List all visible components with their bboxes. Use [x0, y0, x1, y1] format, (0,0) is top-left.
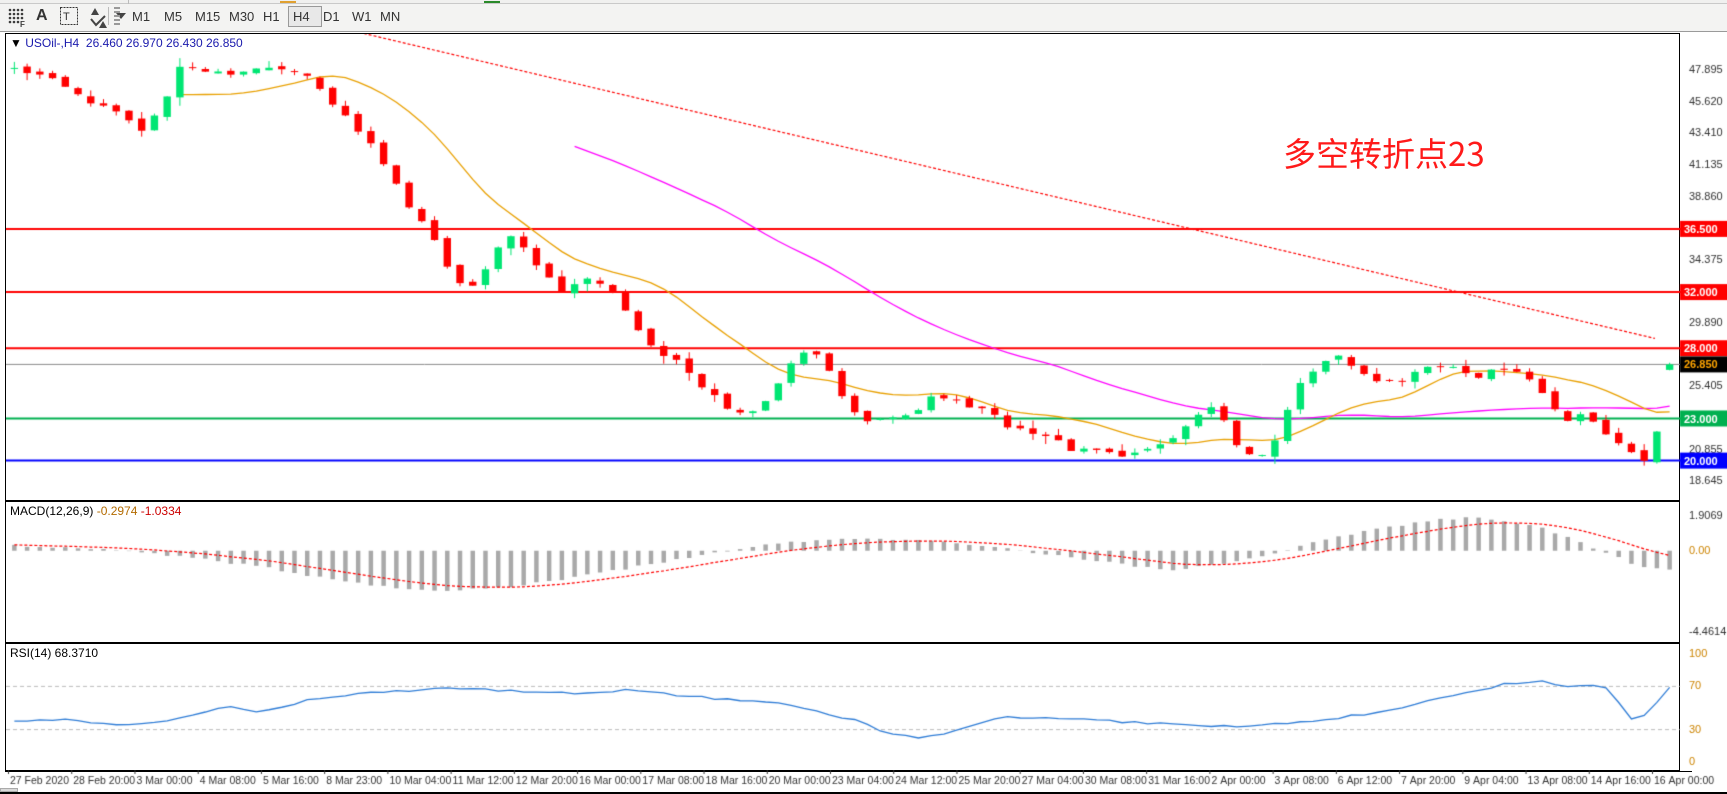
svg-text:T: T [63, 11, 70, 23]
svg-text:F: F [20, 20, 25, 28]
